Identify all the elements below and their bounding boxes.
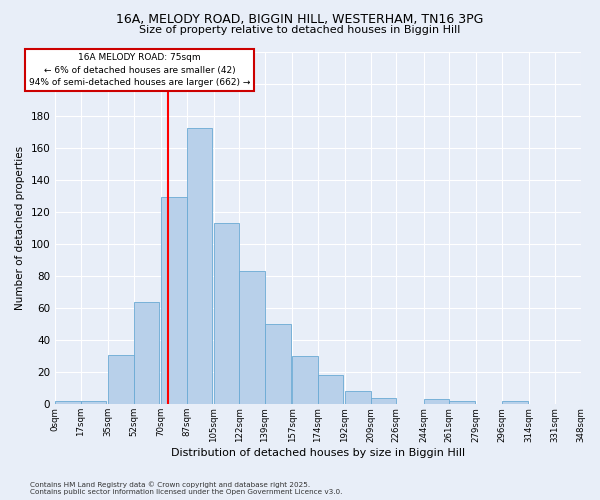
Bar bbox=[134, 302, 160, 405]
Bar bbox=[318, 376, 343, 404]
Text: 16A, MELODY ROAD, BIGGIN HILL, WESTERHAM, TN16 3PG: 16A, MELODY ROAD, BIGGIN HILL, WESTERHAM… bbox=[116, 12, 484, 26]
Bar bbox=[292, 356, 318, 405]
Bar bbox=[345, 392, 371, 404]
Bar bbox=[81, 401, 106, 404]
Bar bbox=[214, 223, 239, 404]
Bar bbox=[424, 400, 449, 404]
Bar bbox=[108, 354, 134, 405]
Bar bbox=[239, 271, 265, 404]
Text: Size of property relative to detached houses in Biggin Hill: Size of property relative to detached ho… bbox=[139, 25, 461, 35]
Bar bbox=[265, 324, 290, 404]
Bar bbox=[449, 401, 475, 404]
Text: 16A MELODY ROAD: 75sqm
← 6% of detached houses are smaller (42)
94% of semi-deta: 16A MELODY ROAD: 75sqm ← 6% of detached … bbox=[29, 53, 250, 87]
Y-axis label: Number of detached properties: Number of detached properties bbox=[15, 146, 25, 310]
Bar bbox=[161, 198, 187, 404]
Text: Contains HM Land Registry data © Crown copyright and database right 2025.
Contai: Contains HM Land Registry data © Crown c… bbox=[30, 482, 343, 495]
Bar bbox=[55, 401, 81, 404]
Bar bbox=[502, 401, 527, 404]
X-axis label: Distribution of detached houses by size in Biggin Hill: Distribution of detached houses by size … bbox=[171, 448, 465, 458]
Bar bbox=[371, 398, 397, 404]
Bar bbox=[187, 128, 212, 404]
